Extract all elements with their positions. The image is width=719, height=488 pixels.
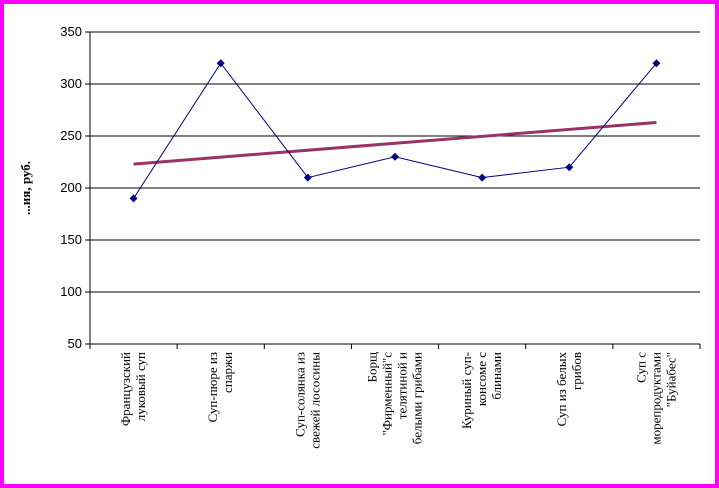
y-tick-label: 200	[60, 180, 82, 195]
x-category-label: Суп-солянка из свежей лососины	[292, 352, 322, 449]
x-category-label-line: луковый суп	[133, 352, 148, 421]
x-category-label-line: "Буйабес"	[663, 352, 678, 407]
data-point	[303, 173, 312, 182]
x-category-label-line: Французский	[118, 352, 133, 426]
y-tick-label: 300	[60, 76, 82, 91]
y-tick-label: 50	[68, 336, 82, 351]
trendline	[133, 120, 657, 166]
trendline-line	[133, 120, 657, 166]
x-category-label-line: блинами	[489, 352, 504, 400]
x-category-label: Борщ "Фирменный"с телятиной и белыми грибам…	[365, 352, 425, 444]
x-category-label-line: телятиной и	[395, 352, 410, 419]
x-category-label-line: консоме с	[474, 352, 489, 406]
data-point	[216, 59, 225, 68]
x-category-label: Суп-пюре из спаржи	[205, 352, 235, 422]
x-category-label-line: свежей лососины	[307, 352, 322, 449]
x-category-label: Французский луковый суп	[118, 352, 148, 426]
data-point	[391, 152, 399, 161]
x-category-label: Куриный суп-консоме с блинами	[459, 352, 504, 429]
data-point	[478, 173, 487, 182]
y-tick-label: 150	[60, 232, 82, 247]
data-point	[129, 194, 138, 203]
y-tick-labels: 50 100 150 200 250 300 350	[60, 24, 90, 351]
series-line	[133, 62, 657, 199]
x-category-label-line: Суп с	[633, 352, 648, 383]
x-category-label-line: белыми грибами	[410, 352, 425, 444]
data-point	[652, 59, 661, 68]
data-point	[565, 163, 574, 172]
x-category-label-line: Суп-солянка из	[292, 352, 307, 437]
y-tick-label: 250	[60, 128, 82, 143]
x-category-label-line: Суп-пюре из	[205, 352, 220, 422]
series	[129, 59, 661, 203]
x-category-label-line: "Фирменный"с	[380, 352, 395, 436]
x-category-label-line: спаржи	[220, 352, 235, 393]
x-category-label-line: Суп из белых	[554, 352, 569, 427]
x-category-label-line: морепродуктами	[648, 352, 663, 445]
gridlines	[90, 31, 700, 345]
x-category-label-line: Борщ	[365, 352, 380, 382]
x-category-labels: Французский луковый суп Суп-пюре из спаржи С…	[89, 344, 701, 449]
y-tick-label: 350	[60, 24, 82, 39]
x-category-label-line: грибов	[569, 352, 584, 390]
x-category-label: Суп с морепродуктами "Буйабес"	[633, 352, 678, 445]
x-category-label-line: Куриный суп-	[459, 352, 474, 429]
x-category-label: Суп из белых грибов	[554, 352, 584, 427]
y-tick-label: 100	[60, 284, 82, 299]
y-axis-label: ...ия, руб.	[18, 161, 33, 215]
